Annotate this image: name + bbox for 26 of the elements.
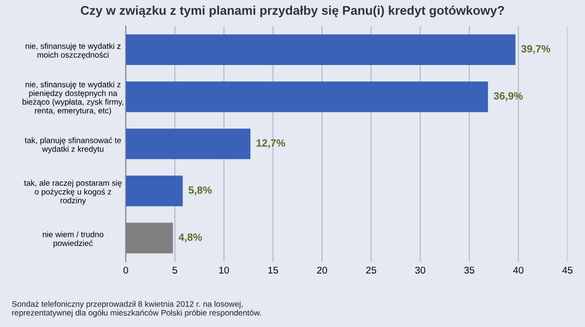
y-tick-label: tak, ale raczej postaram się o pożyczkę u kogoś z rodziny	[24, 180, 122, 205]
x-tick-label: 0	[123, 266, 128, 274]
y-tick-label: nie, sfinansuję te wydatki z moich oszczędności	[26, 42, 121, 60]
data-label: 12,7%	[256, 139, 286, 148]
y-tick-label: nie, sfinansuję te wydatki z pieniędzy dostępnych na bieżąco (wypłata, zysk firmy, renta, emerytura, etc)	[22, 81, 124, 115]
bar	[126, 34, 516, 66]
x-tick-label: 5	[172, 266, 178, 274]
bar	[126, 176, 183, 206]
x-tick-label: 20	[317, 266, 328, 274]
text: Sondaż telefoniczny przeprowadził 8 kwietnia 2012 r. na losowej, reprezentatywnej dla ogółu mieszkańców Polski próbie respondentów.	[12, 300, 261, 318]
chart-title: Czy w związku z tymi planami przydałby się Panu(i) kredyt gotówkowy?	[80, 6, 504, 18]
x-tick-label: 40	[513, 266, 524, 274]
bar	[126, 128, 250, 160]
data-label: 4,8%	[178, 233, 202, 242]
x-tick-label: 25	[366, 266, 376, 274]
data-label: 39,7%	[521, 45, 550, 54]
y-tick-label: tak, planuję sfinansować te wydatki z kredytu	[24, 137, 122, 154]
x-tick-label: 10	[219, 266, 229, 274]
x-tick-label: 45	[562, 266, 572, 274]
x-tick-label: 35	[464, 266, 474, 274]
bar	[126, 81, 488, 112]
data-label: 5,8%	[188, 186, 212, 196]
y-tick-label: nie wiem / trudno powiedzieć	[42, 231, 104, 248]
x-tick-label: 15	[268, 266, 278, 274]
x-tick-label: 30	[415, 266, 426, 274]
data-label: 36,9%	[494, 92, 523, 102]
